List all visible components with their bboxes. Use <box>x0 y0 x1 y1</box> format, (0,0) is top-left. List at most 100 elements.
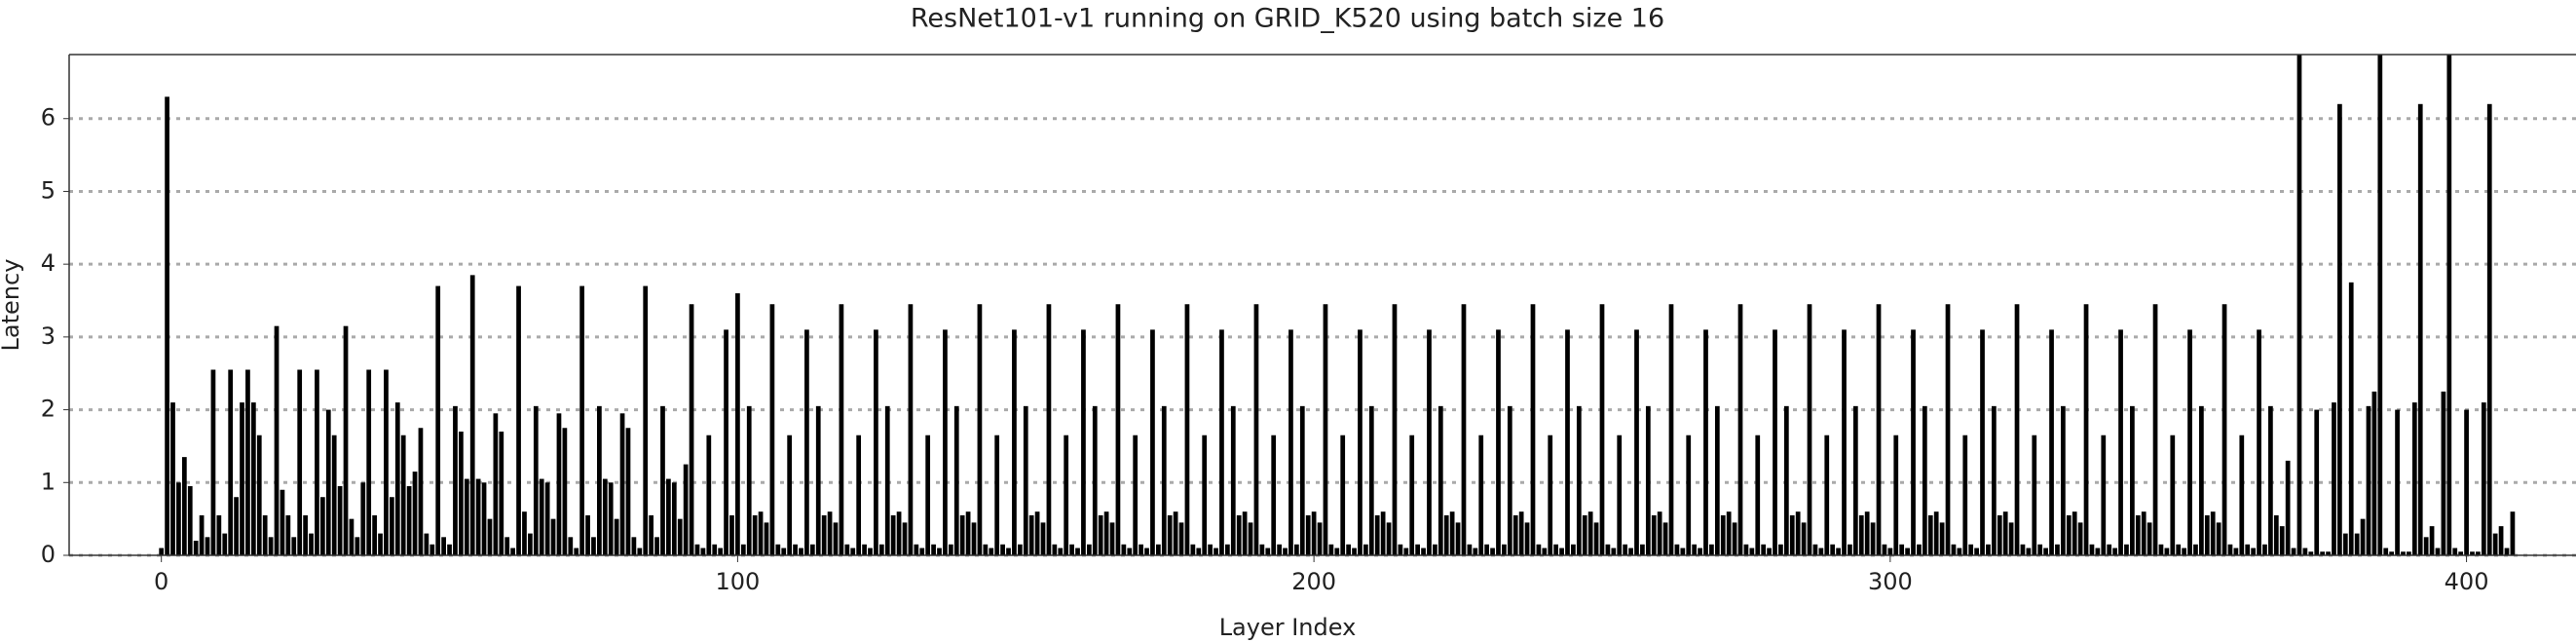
bar <box>700 548 706 555</box>
bar <box>1496 329 1501 555</box>
bar <box>303 514 308 555</box>
bar <box>2395 409 2400 555</box>
bar <box>1824 435 1830 555</box>
bar <box>597 405 602 555</box>
bar <box>2481 402 2486 555</box>
bar <box>1680 548 1686 555</box>
bar <box>666 478 671 555</box>
bar <box>1922 405 1927 555</box>
bar <box>1836 548 1841 555</box>
bar <box>337 486 343 555</box>
bar <box>568 537 574 555</box>
bar <box>1962 435 1968 555</box>
bar <box>1443 514 1449 555</box>
bar <box>1213 548 1218 555</box>
bar <box>2348 282 2354 555</box>
bar <box>1905 548 1910 555</box>
bar <box>1714 405 1720 555</box>
y-tick-label: 5 <box>41 176 56 204</box>
bar <box>2411 402 2417 555</box>
bar <box>234 497 239 555</box>
bar <box>1253 304 1259 555</box>
bar <box>550 518 556 555</box>
bar <box>608 482 614 555</box>
bar <box>1449 511 1455 555</box>
x-tick-label: 100 <box>715 568 760 595</box>
bar <box>1848 544 1852 555</box>
bar <box>2077 522 2083 555</box>
bar <box>268 537 274 555</box>
bar <box>793 544 798 555</box>
bar <box>660 405 665 555</box>
bar <box>2401 551 2406 555</box>
bar <box>902 522 908 555</box>
x-tick-label: 200 <box>1291 568 1336 595</box>
bar <box>1709 544 1714 555</box>
bar <box>1092 405 1098 555</box>
bar <box>2285 460 2291 555</box>
bar <box>1086 544 1092 555</box>
bar <box>2245 544 2251 555</box>
bar <box>291 537 297 555</box>
bar <box>1933 511 1939 555</box>
bar <box>752 514 758 555</box>
bar <box>724 329 728 555</box>
bar <box>360 482 366 555</box>
bar <box>1259 544 1265 555</box>
bar <box>2060 405 2066 555</box>
bar <box>746 405 752 555</box>
bar <box>953 405 959 555</box>
bar <box>1502 544 1507 555</box>
bar <box>671 482 677 555</box>
bar <box>1219 329 1224 555</box>
bar <box>931 544 936 555</box>
bar <box>1587 511 1593 555</box>
bar <box>839 304 844 555</box>
bar <box>654 537 659 555</box>
bar <box>2291 548 2296 555</box>
bar <box>1842 329 1847 555</box>
bar <box>493 413 499 555</box>
bar <box>1034 511 1040 555</box>
bar <box>2326 551 2331 555</box>
bar <box>1023 405 1028 555</box>
bar <box>2002 511 2008 555</box>
bar <box>343 325 349 555</box>
bar <box>2187 329 2192 555</box>
bar <box>1006 548 1011 555</box>
bar <box>1818 548 1824 555</box>
bar <box>2112 548 2117 555</box>
bar <box>1893 435 1899 555</box>
bar <box>1012 329 1017 555</box>
bar <box>1178 522 1184 555</box>
y-tick-label: 3 <box>41 322 56 350</box>
bar <box>1277 544 1282 555</box>
bar <box>1288 329 1293 555</box>
bar <box>1473 548 1478 555</box>
bar <box>1202 435 1208 555</box>
bar <box>1161 405 1167 555</box>
bar <box>1155 544 1161 555</box>
bar <box>844 544 850 555</box>
bar <box>1830 544 1836 555</box>
bar <box>862 544 867 555</box>
bar <box>614 518 619 555</box>
y-tick-label: 2 <box>41 396 56 423</box>
bar <box>1380 511 1386 555</box>
bar <box>2216 522 2221 555</box>
bar <box>856 435 862 555</box>
bar <box>2257 329 2261 555</box>
bar <box>2130 405 2135 555</box>
bar <box>827 511 833 555</box>
bar <box>2072 511 2077 555</box>
bar <box>1980 329 1985 555</box>
bar <box>1743 544 1749 555</box>
bar <box>256 435 262 555</box>
bar <box>1075 548 1080 555</box>
y-tick-label: 0 <box>41 541 56 568</box>
bar <box>1437 405 1443 555</box>
bar <box>1392 304 1398 555</box>
bar <box>2158 544 2164 555</box>
